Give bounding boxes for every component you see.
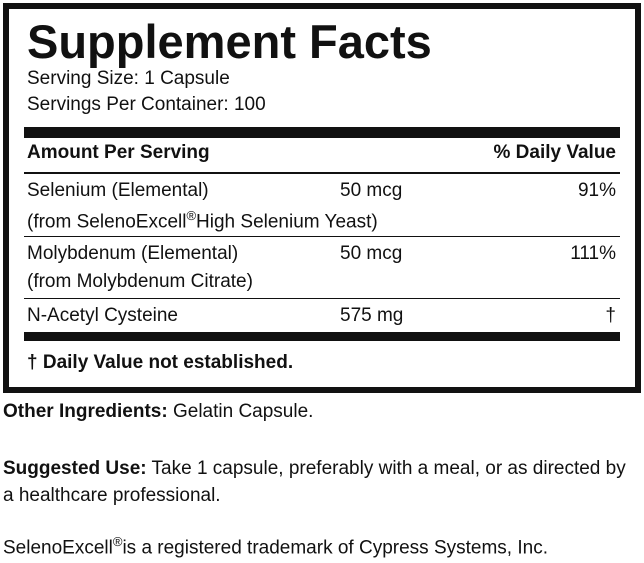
nutrient-source: (from Molybdenum Citrate) bbox=[27, 271, 253, 293]
source-part: (from SelenoExcell bbox=[27, 211, 187, 233]
reg: ® bbox=[112, 534, 123, 549]
source-part: (from Molybdenum Citrate) bbox=[27, 271, 253, 292]
trademark: SelenoExcell®is a registered trademark o… bbox=[3, 534, 548, 559]
facts-panel bbox=[3, 3, 641, 393]
text: SelenoExcell bbox=[3, 537, 113, 559]
nutrient-name: N-Acetyl Cysteine bbox=[27, 305, 178, 326]
label: Suggested Use: bbox=[3, 458, 147, 479]
label: Other Ingredients: bbox=[3, 401, 168, 422]
other-ingredients: Other Ingredients: Gelatin Capsule. bbox=[3, 401, 313, 423]
thick-rule bbox=[24, 332, 620, 341]
text: is a registered trademark of Cypress Sys… bbox=[122, 537, 548, 559]
amount: 50 mcg bbox=[340, 243, 403, 264]
footnote: † Daily Value not established. bbox=[27, 352, 294, 373]
column-header: Amount Per Serving bbox=[27, 142, 210, 163]
text: Take 1 capsule, preferably with a meal, … bbox=[3, 458, 626, 506]
daily-value: 111% bbox=[570, 243, 616, 264]
amount: 50 mcg bbox=[340, 180, 403, 201]
source-part: ® bbox=[186, 208, 197, 223]
servings-per-container: Servings Per Container: 100 bbox=[27, 94, 266, 115]
suggested-use: Suggested Use: Take 1 capsule, preferabl… bbox=[3, 455, 639, 509]
rule bbox=[24, 236, 620, 237]
source-part: High Selenium Yeast) bbox=[196, 211, 378, 233]
amount: 575 mg bbox=[340, 305, 404, 326]
rule bbox=[24, 172, 620, 174]
rule bbox=[24, 298, 620, 299]
title: Supplement Facts bbox=[27, 15, 432, 68]
column-header: % Daily Value bbox=[493, 142, 616, 163]
nutrient-name: Selenium (Elemental) bbox=[27, 180, 209, 201]
text: Gelatin Capsule. bbox=[172, 401, 314, 422]
nutrient-name: Molybdenum (Elemental) bbox=[27, 243, 239, 264]
nutrient-source: (from SelenoExcell®High Selenium Yeast) bbox=[27, 208, 378, 233]
daily-value: † bbox=[605, 305, 616, 326]
thick-rule bbox=[24, 127, 620, 138]
serving-size: Serving Size: 1 Capsule bbox=[27, 68, 230, 89]
daily-value: 91% bbox=[577, 180, 616, 201]
